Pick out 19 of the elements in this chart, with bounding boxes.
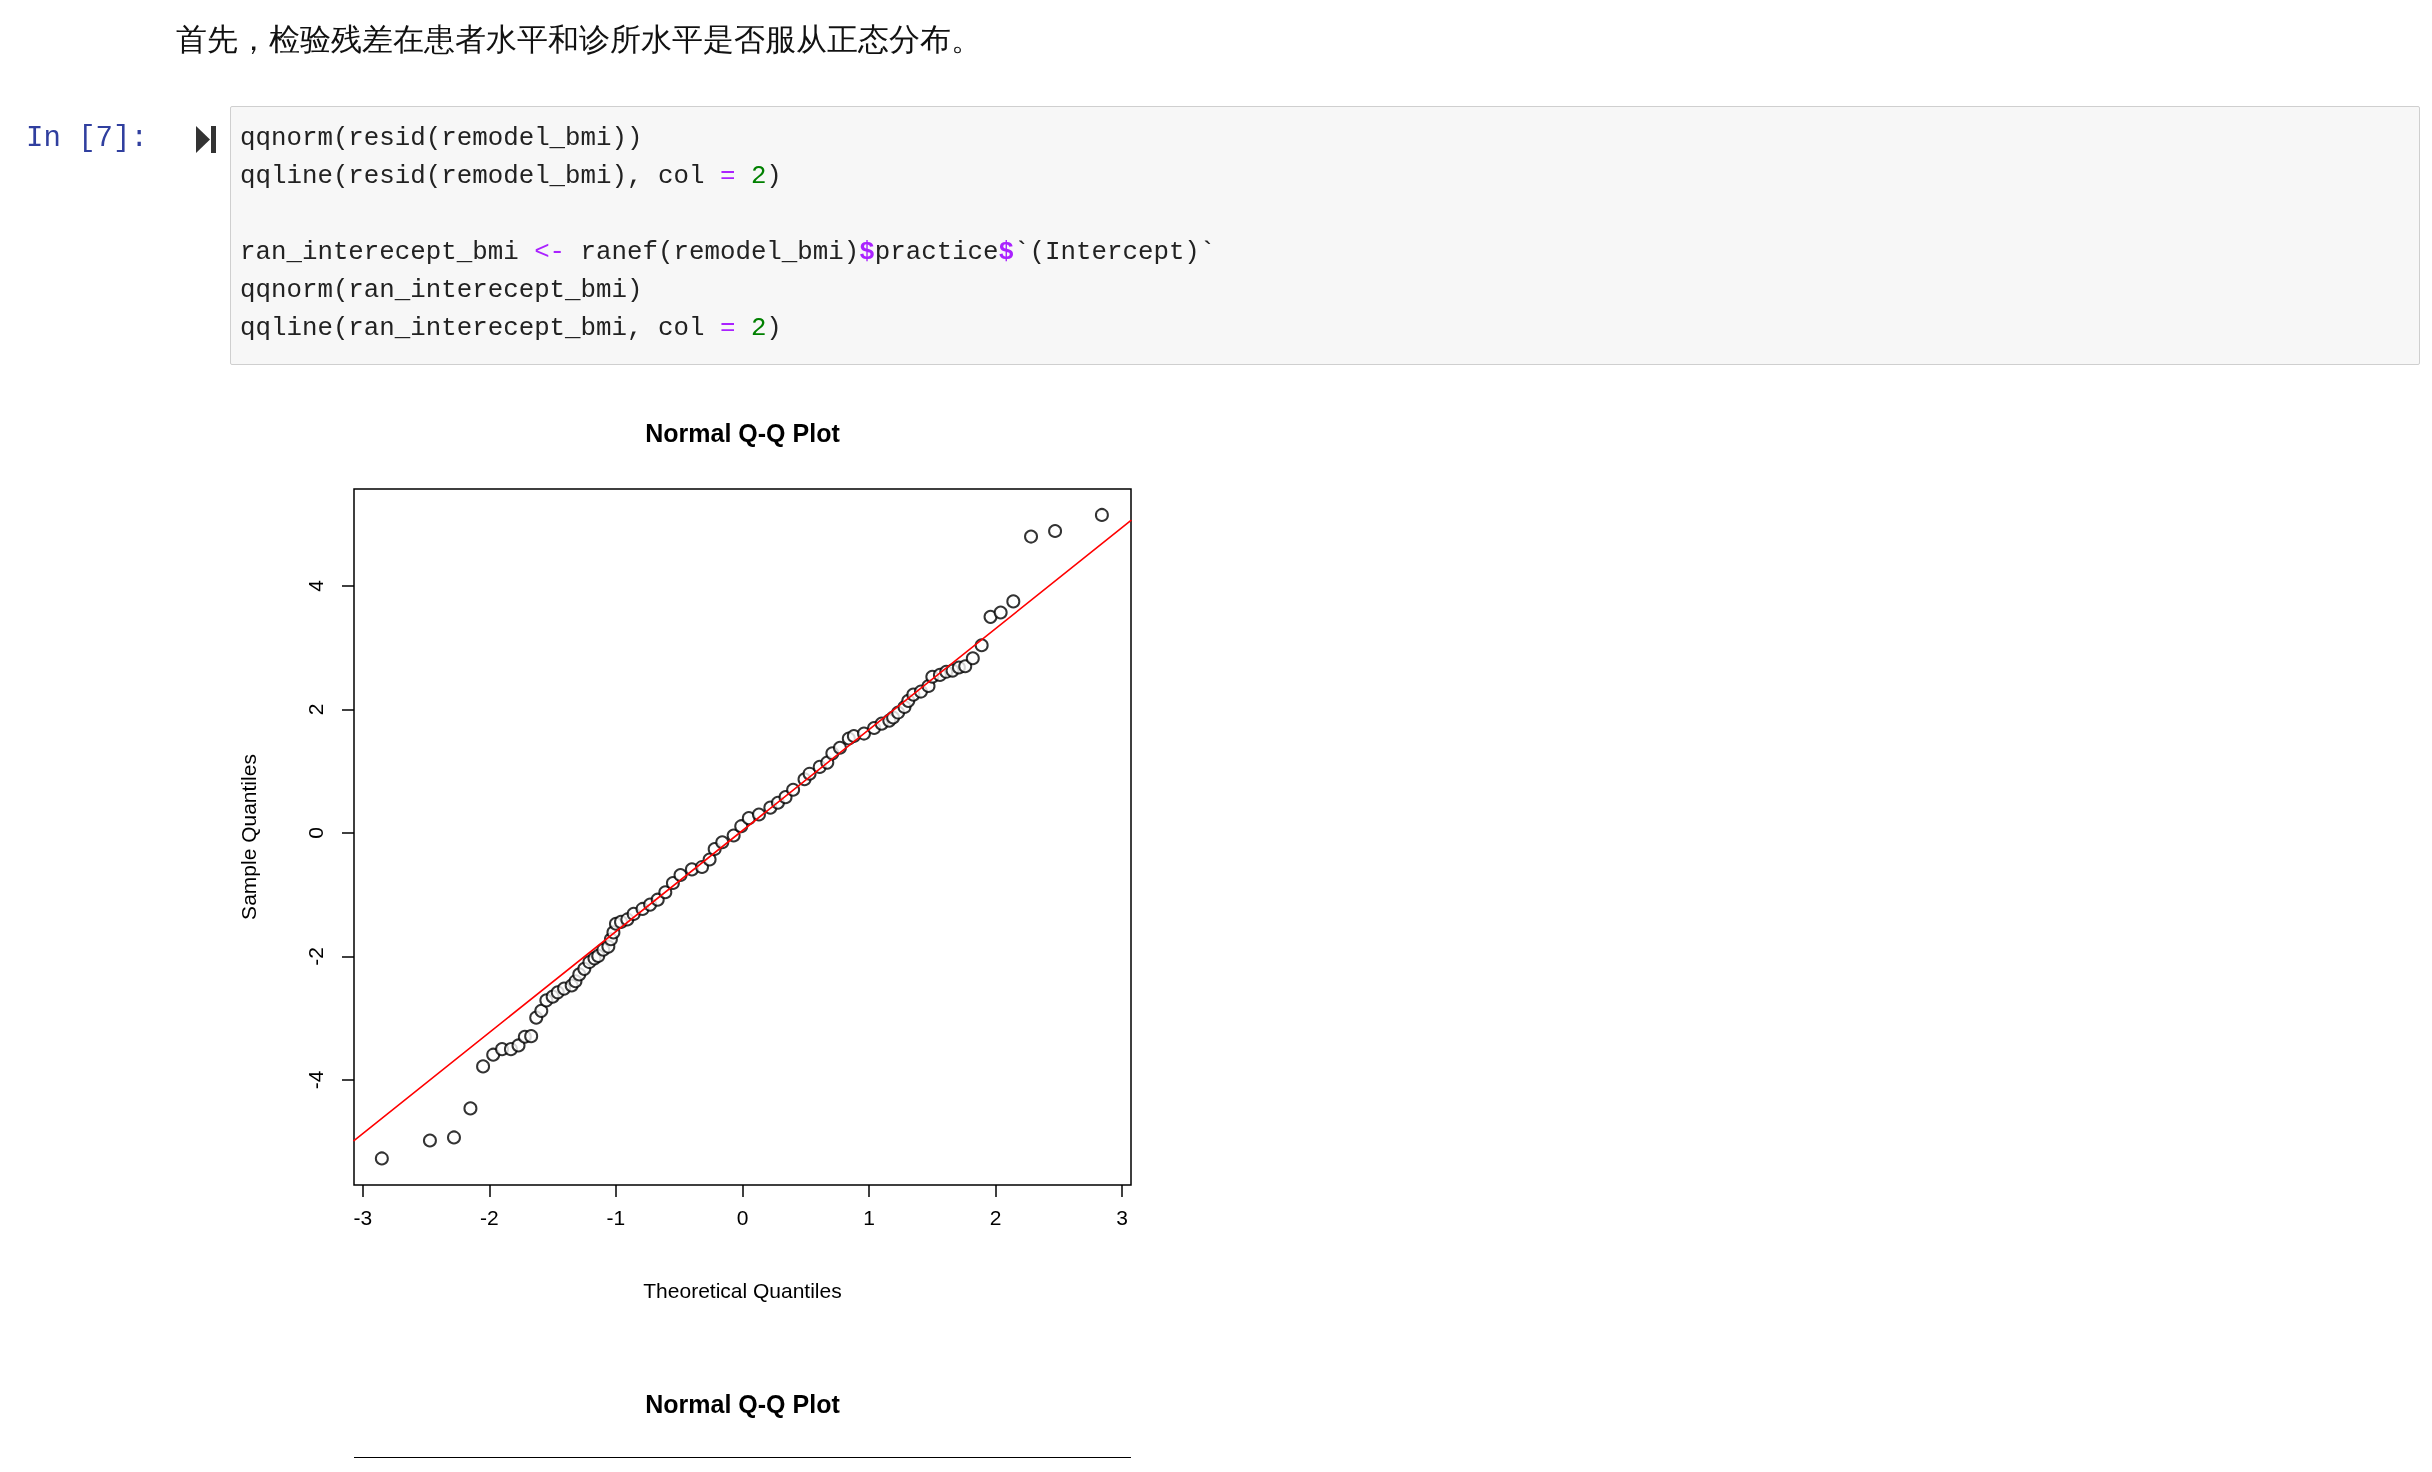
- y-axis-title: Sample Quantiles: [237, 754, 260, 920]
- x-tick-label: 0: [736, 1206, 749, 1229]
- y-tick-label: -2: [304, 947, 327, 966]
- y-tick-label: 2: [304, 703, 327, 716]
- x-tick-label: -1: [606, 1206, 626, 1229]
- x-tick-label: 1: [863, 1206, 875, 1229]
- chart-title: Normal Q-Q Plot: [645, 418, 841, 447]
- x-tick-label: 2: [989, 1206, 1002, 1229]
- y-tick-label: 4: [304, 579, 327, 592]
- text: qqnorm(resid(remodel_bmi)) qqline(resid(remodel_bmi), col = 2) ran_interecept_bmi <- ranef(remodel_bmi)$practice$`(Intercept)` qqnorm(ran_interecept_bmi) qqline(ran_interecept_bmi, col = 2): [240, 124, 1216, 343]
- text: In [7]:: [26, 121, 148, 157]
- text: Normal Q-Q Plot: [645, 1389, 840, 1420]
- x-tick-label: 3: [1116, 1206, 1128, 1229]
- x-tick-label: -2: [480, 1206, 499, 1229]
- x-axis-title: Theoretical Quantiles: [643, 1279, 842, 1302]
- x-tick-label: -3: [353, 1206, 373, 1229]
- text: 首先，检验残差在患者水平和诊所水平是否服从正态分布。: [176, 21, 982, 59]
- y-tick-label: 0: [304, 827, 327, 839]
- y-tick-label: -4: [304, 1070, 327, 1090]
